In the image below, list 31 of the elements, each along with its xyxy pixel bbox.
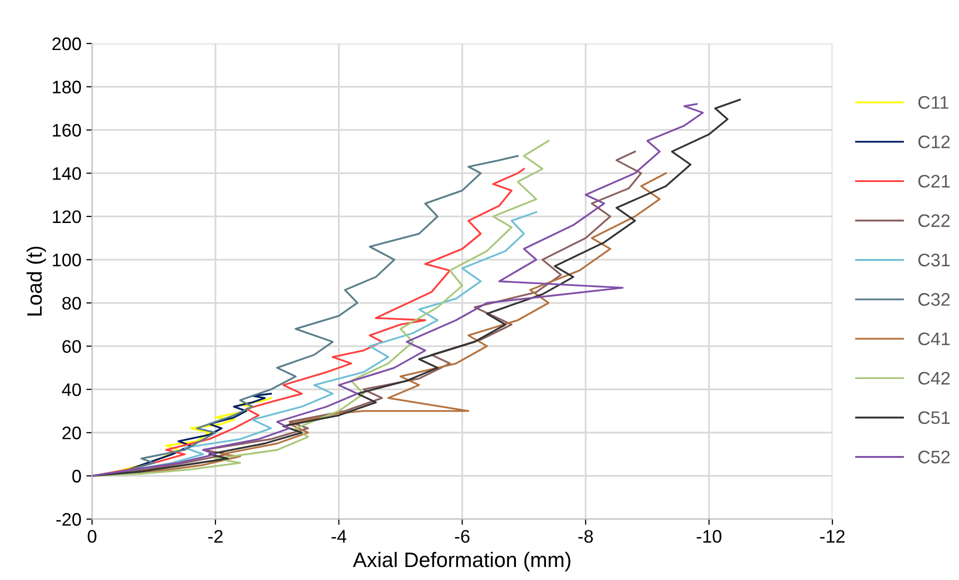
y-tick-label: 80 (62, 296, 81, 310)
x-tick-label: -10 (696, 530, 722, 543)
y-tick-label: 140 (52, 167, 81, 180)
y-tick-label: 180 (52, 80, 81, 94)
legend-label: C31 (918, 254, 950, 266)
legend-label: C21 (918, 174, 950, 188)
y-tick-label: 160 (52, 124, 81, 137)
y-tick-label: 200 (52, 37, 81, 50)
x-axis-title: Axial Deformation (mm) (352, 552, 570, 572)
legend-label: C42 (918, 372, 950, 385)
x-tick-label: -4 (332, 530, 346, 543)
legend-label: C12 (918, 135, 950, 148)
legend-label: C52 (918, 450, 950, 464)
y-tick-label: -20 (56, 513, 81, 526)
y-tick-label: 120 (52, 210, 81, 224)
y-tick-label: 40 (62, 383, 81, 396)
legend-label: C32 (918, 293, 950, 306)
y-tick-label: 100 (52, 254, 81, 266)
legend-label: C51 (918, 411, 950, 424)
y-tick-label: 60 (62, 340, 81, 353)
x-tick-label: -12 (820, 530, 845, 543)
y-tick-label: 0 (72, 470, 81, 483)
legend-label: C11 (918, 96, 948, 109)
y-tick-label: 20 (62, 426, 81, 440)
y-axis-title: Load (t) (26, 246, 46, 316)
x-tick-label: 0 (88, 530, 96, 543)
x-tick-label: -8 (578, 530, 593, 543)
x-tick-label: -6 (455, 530, 470, 543)
x-tick-label: -2 (208, 530, 223, 543)
legend-label: C22 (918, 214, 950, 228)
legend-label: C41 (918, 332, 950, 346)
